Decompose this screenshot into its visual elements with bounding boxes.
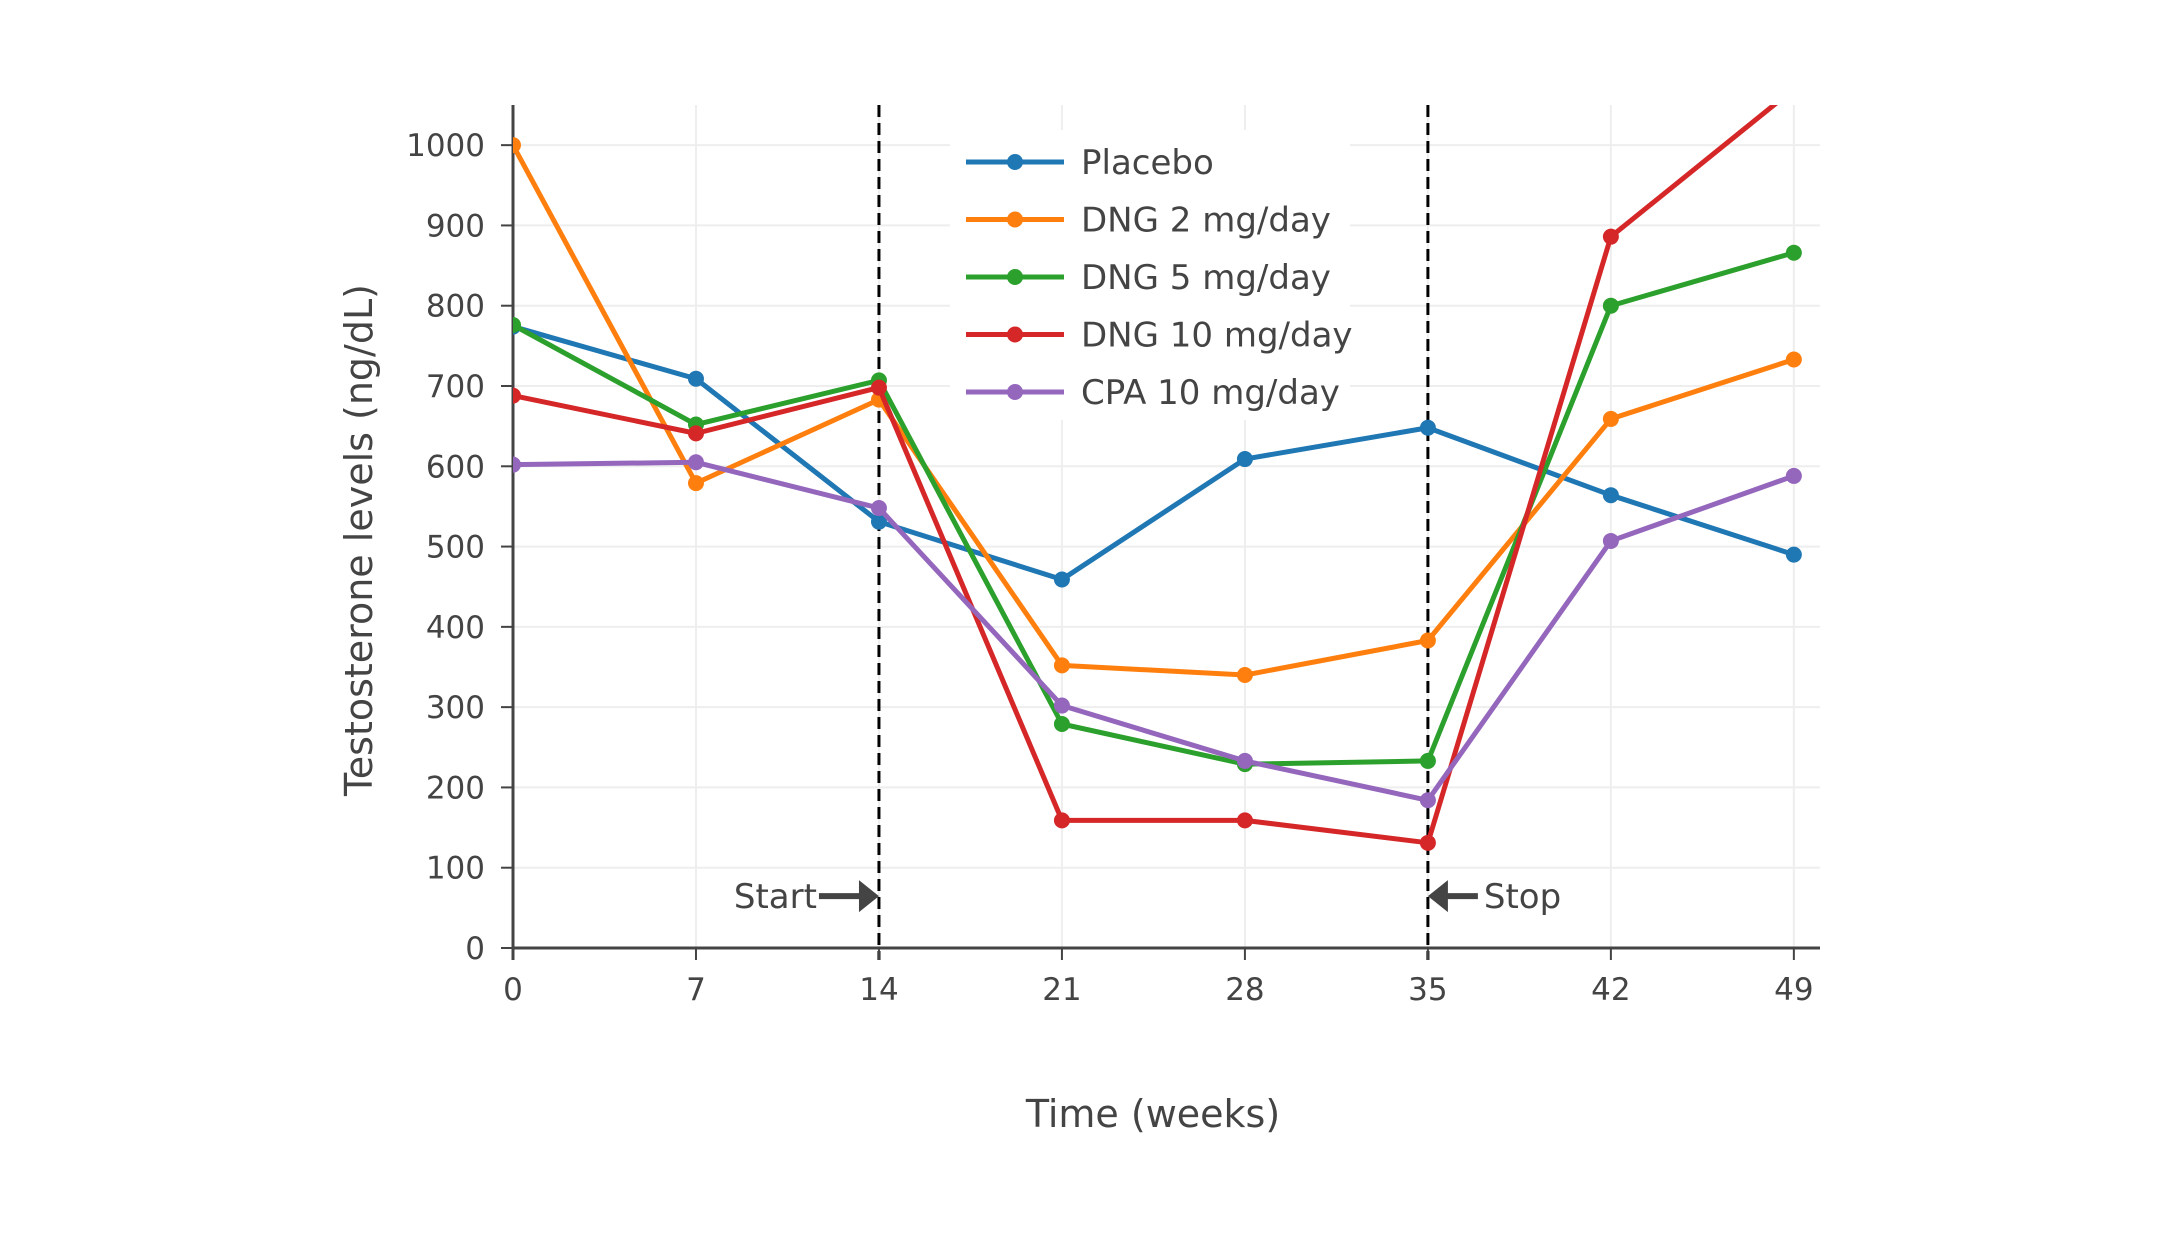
data-point	[1053, 657, 1070, 674]
data-point	[1602, 487, 1619, 504]
legend-label: DNG 5 mg/day	[1081, 258, 1331, 298]
legend-marker	[1007, 154, 1023, 170]
legend[interactable]: Placebo DNG 2 mg/day DNG 5 mg/day DNG 10 mg…	[950, 130, 1353, 420]
legend-label: DNG 10 mg/day	[1081, 316, 1353, 356]
y-tick-label: 100	[426, 851, 485, 887]
x-tick-label: 21	[1042, 972, 1081, 1008]
data-point	[1053, 716, 1070, 733]
y-tick-label: 900	[426, 208, 485, 244]
data-point	[1419, 632, 1436, 649]
legend-marker	[1007, 211, 1023, 228]
y-tick-label: 700	[426, 369, 485, 405]
data-point	[1785, 244, 1802, 261]
y-tick-label: 500	[426, 530, 485, 566]
series-group	[513, 105, 1802, 851]
data-point	[1785, 351, 1802, 368]
data-point	[1236, 812, 1253, 829]
y-tick-label: 1000	[406, 128, 485, 164]
series-line-4	[513, 459, 1795, 803]
data-point	[1236, 667, 1253, 684]
data-point	[870, 500, 887, 517]
data-point	[1419, 834, 1436, 851]
data-point	[513, 316, 521, 333]
data-point	[1053, 697, 1070, 714]
data-point	[1236, 451, 1253, 468]
data-point	[1602, 532, 1619, 549]
series-clip	[513, 105, 1802, 851]
x-tick-label: 49	[1774, 972, 1813, 1008]
data-point	[1419, 419, 1436, 436]
x-tick-label: 0	[503, 972, 523, 1008]
y-tick-label: 300	[426, 690, 485, 726]
legend-marker	[1007, 269, 1023, 285]
data-point	[1236, 752, 1253, 769]
data-point	[1785, 467, 1802, 484]
annotation-label: Start	[734, 877, 817, 917]
data-point	[513, 456, 521, 473]
y-tick-label: 600	[426, 449, 485, 485]
arrow-right-icon	[858, 880, 879, 913]
data-point	[687, 475, 704, 492]
y-tick-label: 200	[426, 770, 485, 806]
series-line-3	[513, 105, 1778, 846]
x-tick-label: 7	[686, 972, 706, 1008]
y-axis-title: Testosterone levels (ng/dL)	[337, 284, 381, 797]
axes: 0 100 200 300 400 500 600 700 800 900 1000 0 7 14 21 28…	[406, 105, 1820, 1008]
series-line-0	[513, 324, 1795, 582]
annotation-label: Stop	[1484, 877, 1561, 917]
data-point	[1419, 752, 1436, 769]
legend-label: DNG 2 mg/day	[1081, 201, 1331, 241]
legend-marker	[1007, 326, 1023, 343]
data-point	[870, 379, 887, 396]
arrow-left-icon	[1427, 880, 1448, 913]
x-tick-label: 14	[859, 972, 898, 1008]
annotations: Start Stop	[734, 877, 1561, 917]
y-tick-label: 400	[426, 610, 485, 646]
reference-lines	[877, 105, 1430, 960]
data-point	[1602, 297, 1619, 314]
data-point	[870, 513, 887, 530]
data-point	[513, 137, 521, 154]
y-tick-label: 0	[465, 931, 485, 967]
data-point	[1785, 546, 1802, 563]
data-point	[1602, 228, 1619, 245]
y-tick-label: 800	[426, 289, 485, 325]
x-tick-label: 28	[1225, 972, 1264, 1008]
data-point	[1602, 410, 1619, 427]
legend-label: CPA 10 mg/day	[1081, 373, 1340, 413]
legend-marker	[1007, 384, 1023, 400]
data-point	[687, 454, 704, 471]
legend-label: Placebo	[1081, 143, 1214, 183]
x-axis-title: Time (weeks)	[1025, 1092, 1280, 1136]
data-point	[513, 387, 521, 404]
x-tick-label: 35	[1408, 972, 1447, 1008]
data-point	[687, 425, 704, 442]
series-line-2	[513, 250, 1795, 767]
data-point	[1053, 571, 1070, 588]
data-point	[1053, 812, 1070, 829]
data-point	[687, 370, 704, 387]
x-tick-label: 42	[1591, 972, 1630, 1008]
data-point	[1419, 792, 1436, 809]
